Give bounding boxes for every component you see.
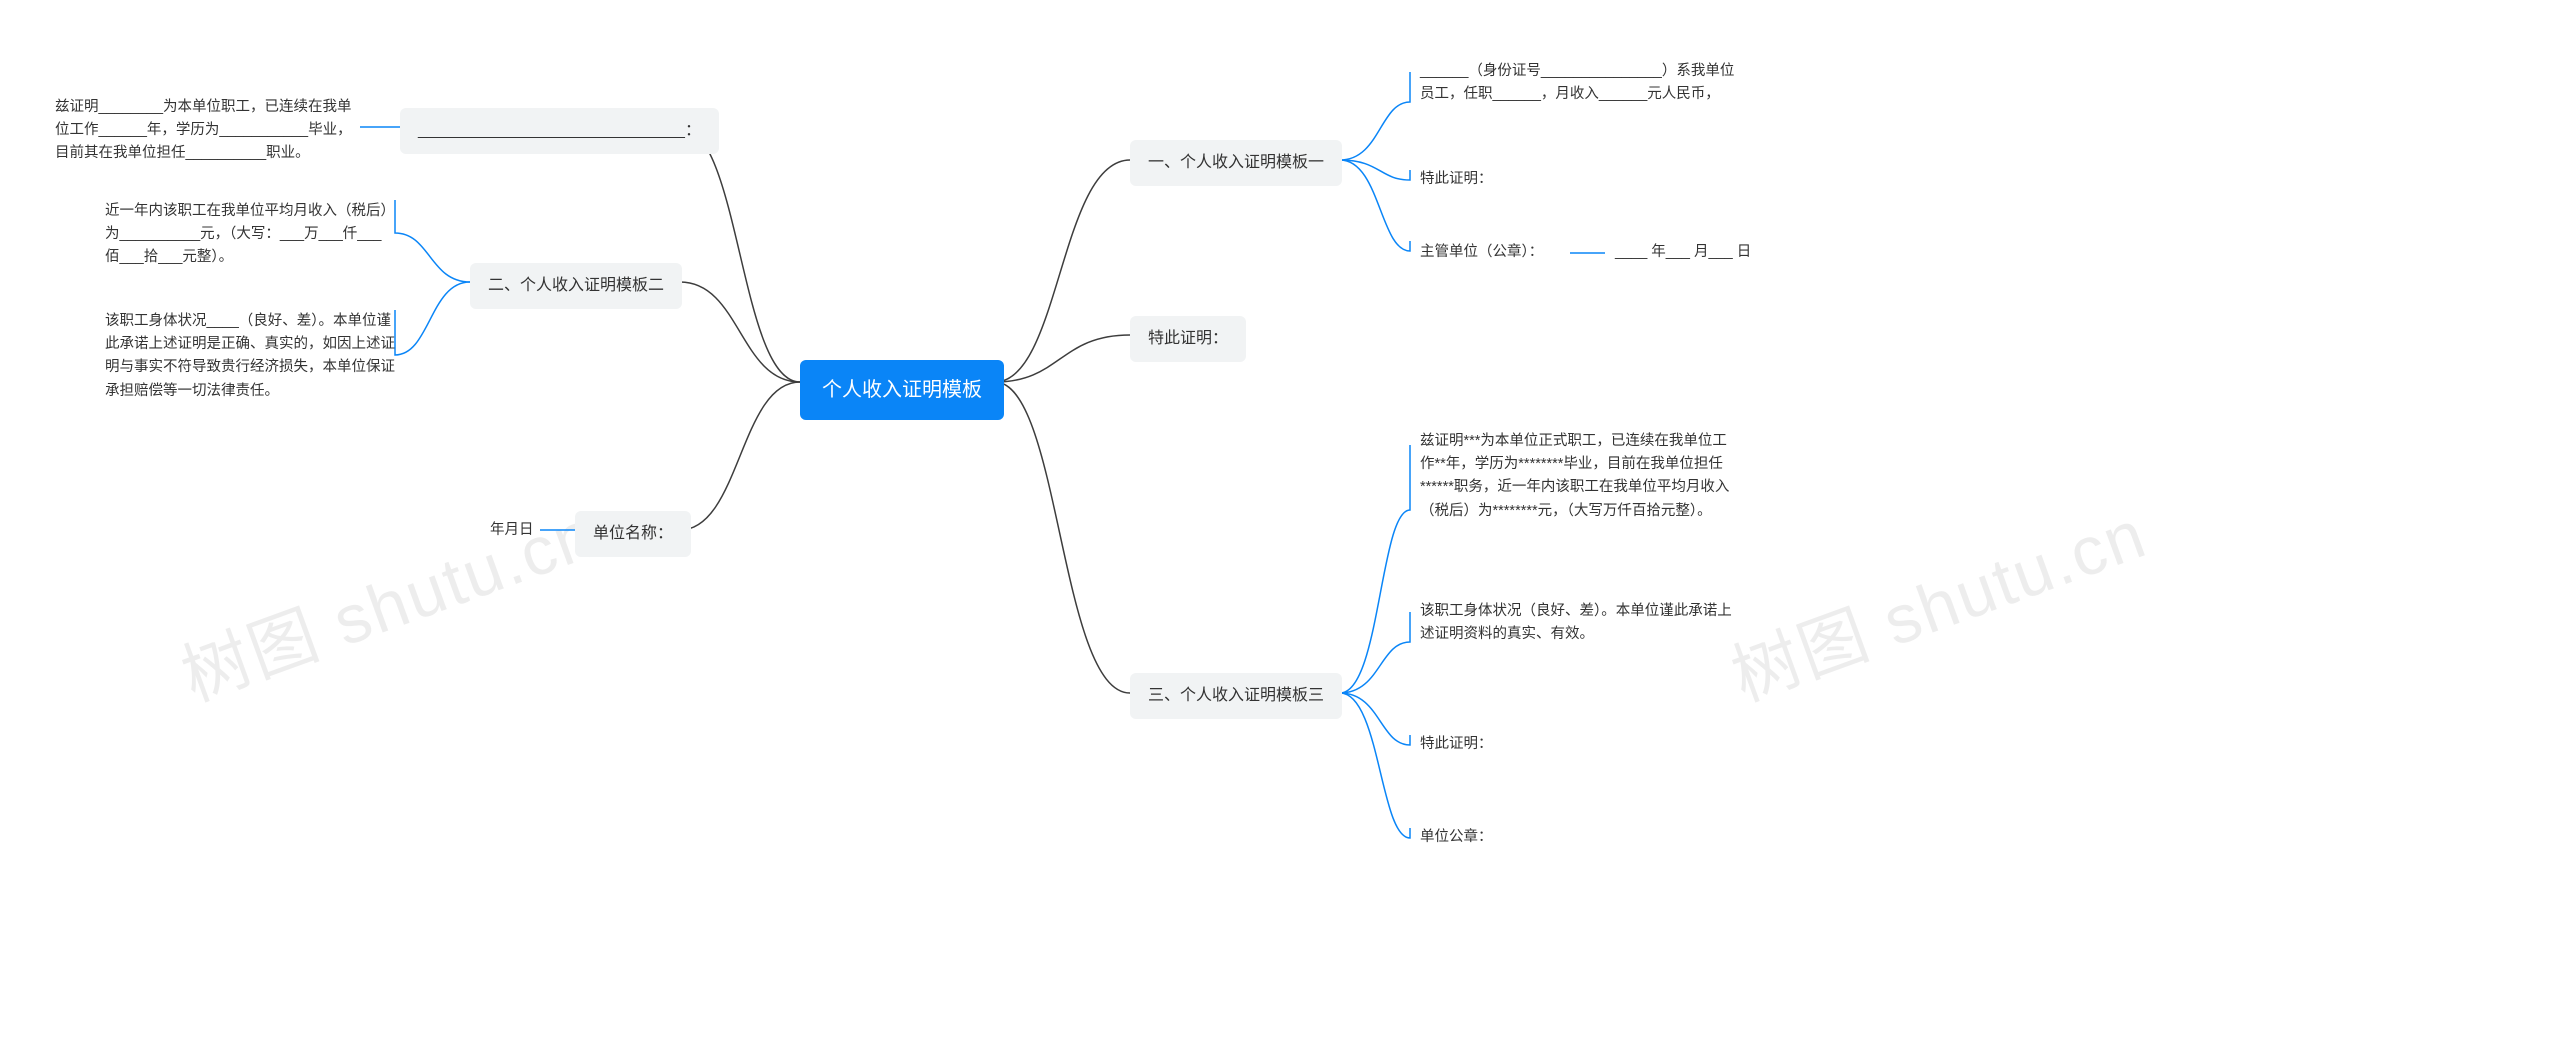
leaf-b2-1: 近一年内该职工在我单位平均月收入（税后）为__________元，（大写：___… — [105, 200, 395, 270]
leaf-b1-1: 兹证明________为本单位职工，已连续在我单位工作______年，学历为__… — [55, 96, 355, 166]
leaf-t1-3: 主管单位（公章）： — [1420, 241, 1543, 264]
root-node[interactable]: 个人收入证明模板 — [800, 360, 1004, 420]
leaf-t3-3: 特此证明： — [1420, 733, 1493, 756]
node-unit-name[interactable]: 单位名称： — [575, 511, 691, 557]
node-template-2[interactable]: 二、个人收入证明模板二 — [470, 263, 682, 309]
leaf-b3-1: 年月日 — [490, 519, 534, 542]
node-special-proof[interactable]: 特此证明： — [1130, 316, 1246, 362]
leaf-t1-3b: ____ 年___ 月___ 日 — [1615, 241, 1751, 264]
node-template-1[interactable]: 一、个人收入证明模板一 — [1130, 140, 1342, 186]
node-template-3[interactable]: 三、个人收入证明模板三 — [1130, 673, 1342, 719]
leaf-t1-1: ______（身份证号_______________）系我单位员工，任职____… — [1420, 60, 1740, 106]
leaf-t3-2: 该职工身体状况（良好、差）。本单位谨此承诺上述证明资料的真实、有效。 — [1420, 600, 1740, 646]
watermark: 树图 shutu.cn — [1716, 479, 2158, 720]
leaf-t1-2: 特此证明： — [1420, 168, 1493, 191]
leaf-t3-4: 单位公章： — [1420, 826, 1493, 849]
leaf-b2-2: 该职工身体状况____（良好、差）。本单位谨此承诺上述证明是正确、真实的，如因上… — [105, 310, 395, 403]
leaf-t3-1: 兹证明***为本单位正式职工，已连续在我单位工作**年，学历为********毕… — [1420, 430, 1740, 523]
node-blank-header[interactable]: ______________________________： — [400, 108, 719, 154]
watermark: 树图 shutu.cn — [166, 479, 608, 720]
